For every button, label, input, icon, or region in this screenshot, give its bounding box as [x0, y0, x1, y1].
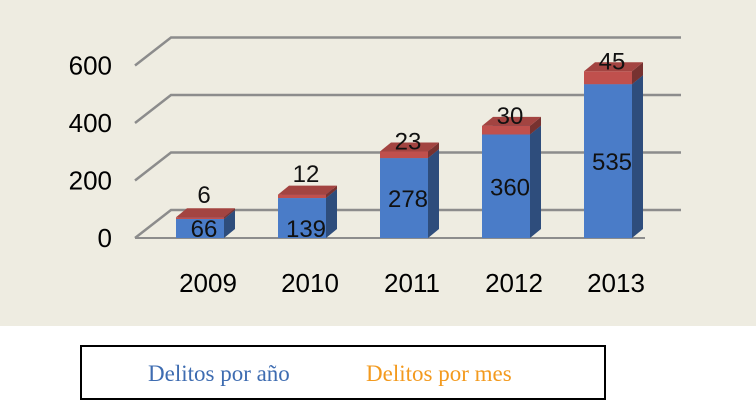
- data-label-series-b: 45: [599, 48, 626, 75]
- bar-top: [482, 116, 541, 126]
- y-tick-label: 600: [69, 51, 112, 81]
- legend-item-delitos-por-ano: Delitos por año: [148, 361, 290, 386]
- x-tick-label: 2009: [179, 268, 237, 298]
- x-tick-label: 2011: [384, 268, 440, 298]
- bar-top: [380, 142, 439, 152]
- data-label-series-a: 535: [592, 149, 632, 176]
- bar-front: [482, 134, 530, 238]
- data-label-series-a: 66: [191, 216, 218, 243]
- bar-front: [584, 71, 632, 85]
- data-label-series-b: 6: [197, 182, 210, 209]
- data-label-series-b: 23: [395, 128, 422, 155]
- bar-side: [224, 208, 235, 220]
- bar-front: [584, 84, 632, 238]
- data-label-series-a: 278: [388, 186, 428, 213]
- bar-side: [428, 149, 439, 238]
- gridline: [134, 36, 681, 67]
- bar-top: [278, 185, 337, 195]
- bar-front: [278, 194, 326, 199]
- data-label-series-b: 12: [293, 161, 320, 188]
- bar-top: [584, 62, 643, 72]
- legend-item-delitos-por-mes: Delitos por mes: [366, 361, 512, 386]
- x-tick-label: 2013: [587, 268, 645, 298]
- x-tick-label: 2012: [485, 268, 543, 298]
- data-label-series-b: 30: [497, 103, 524, 130]
- bar-side: [632, 75, 643, 238]
- bar-front: [482, 125, 530, 135]
- bar-front: [176, 217, 224, 220]
- y-tick-label: 200: [69, 166, 112, 196]
- gridline: [134, 93, 681, 124]
- bar-side: [632, 62, 643, 85]
- y-tick-label: 0: [98, 223, 112, 253]
- bar-side: [224, 210, 235, 238]
- legend: Delitos por año Delitos por mes: [80, 345, 606, 400]
- chart-panel: 0 200 400 600 66 6 139 12 278 23 360 30 535 45 2009 201…: [0, 0, 756, 326]
- bar-front: [278, 198, 326, 238]
- data-label-series-a: 360: [490, 174, 530, 201]
- bar-side: [428, 142, 439, 159]
- bar-top: [176, 208, 235, 218]
- bar-side: [530, 116, 541, 135]
- data-label-series-a: 139: [286, 216, 326, 243]
- bar-front: [380, 158, 428, 238]
- y-tick-label: 400: [69, 108, 112, 138]
- bar-front: [380, 151, 428, 159]
- bar-front: [176, 219, 224, 238]
- bar-side: [326, 185, 337, 199]
- bar-side: [326, 189, 337, 238]
- bar-side: [530, 125, 541, 238]
- x-tick-label: 2010: [281, 268, 339, 298]
